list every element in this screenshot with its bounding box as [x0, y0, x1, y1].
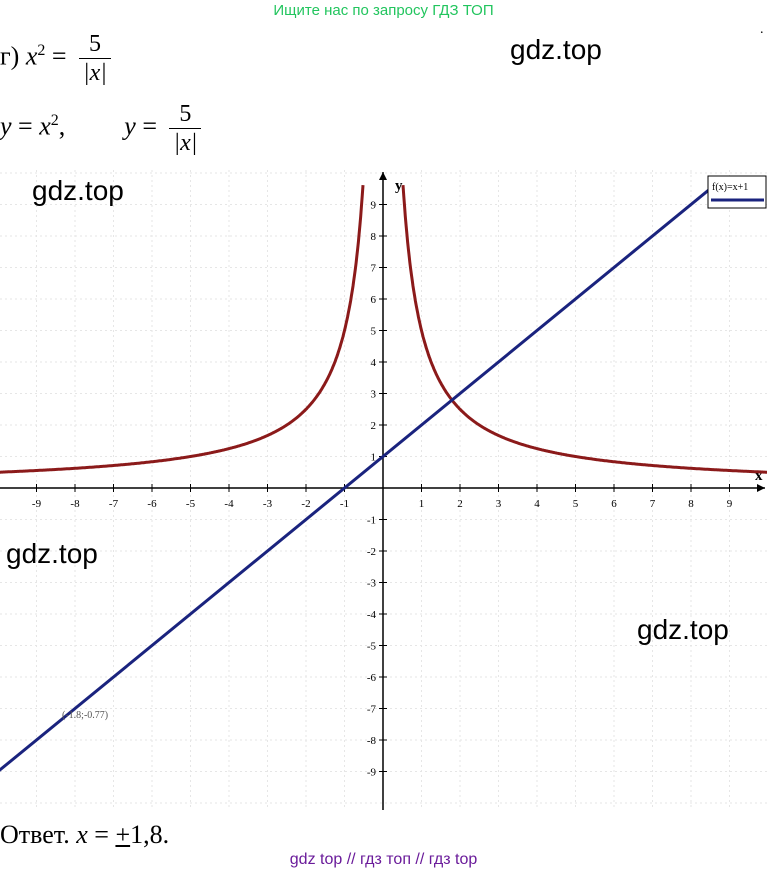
eq2-y1: y [0, 111, 12, 141]
eq2-exp: 2 [50, 111, 59, 129]
y-tick-label: -1 [367, 515, 376, 527]
x-tick-label: 3 [496, 498, 502, 510]
y-tick-label: -4 [367, 609, 377, 621]
axes: xy [0, 172, 765, 810]
legend-box [707, 175, 767, 209]
y-tick-label: 9 [371, 200, 377, 212]
eq2-x: x [39, 111, 51, 141]
eq1-exp: 2 [37, 41, 46, 59]
x-tick-label: -8 [70, 498, 80, 510]
x-axis-label: x [755, 468, 763, 484]
eq1-denominator: |x| [79, 58, 111, 87]
answer-line: Ответ. x = +1,8. [0, 820, 169, 850]
x-tick-label: -7 [109, 498, 119, 510]
eq2-comma: , [58, 111, 66, 141]
eq1-var: x [25, 41, 38, 71]
y-tick-label: -2 [367, 546, 376, 558]
x-tick-label: 8 [688, 498, 694, 510]
answer-value: 1,8. [130, 820, 170, 849]
tick-marks: -9 -8 -7 -6 -5 -4 -3 -2 -1 1 2 3 4 5 6 7 8 9 -9 -8 -7 -6 -5 -4 -… [32, 200, 733, 779]
item-label: г) [0, 41, 20, 71]
equation-2: y = x2, y = 5 |x| [0, 100, 202, 157]
y-tick-label: 1 [371, 452, 377, 464]
answer-equals: = [94, 820, 109, 849]
x-tick-label: 2 [457, 498, 463, 510]
x-tick-label: 4 [534, 498, 540, 510]
y-tick-label: 6 [371, 294, 377, 306]
footer-links[interactable]: gdz top // гдз топ // гдз top [289, 851, 478, 868]
legend-label: f(x)=x+1 [712, 182, 748, 193]
x-tick-label: -1 [340, 498, 349, 510]
y-tick-label: 5 [371, 326, 377, 338]
eq1-fraction: 5 |x| [79, 30, 111, 87]
eq2-equals-2: = [142, 111, 157, 141]
watermark-4: gdz.top [637, 614, 729, 645]
line-x-plus-1 [0, 181, 719, 772]
dot-mark: . [760, 22, 764, 37]
answer-var: x [76, 820, 88, 849]
x-tick-label: -9 [32, 498, 42, 510]
eq2-fraction: 5 |x| [169, 100, 202, 157]
x-tick-label: -2 [301, 498, 310, 510]
eq2-equals-1: = [18, 111, 33, 141]
x-tick-label: 7 [650, 498, 656, 510]
eq2-numerator: 5 [179, 101, 192, 127]
x-tick-label: 1 [419, 498, 425, 510]
x-tick-label: 6 [611, 498, 617, 510]
x-tick-label: -6 [147, 498, 157, 510]
watermark-2: gdz.top [32, 175, 124, 206]
hyperbola-right-branch [401, 184, 767, 474]
y-tick-label: -3 [367, 578, 377, 590]
y-tick-label: -7 [367, 704, 377, 716]
y-tick-label: -9 [367, 767, 377, 779]
y-tick-label: 8 [371, 231, 377, 243]
x-tick-label: -3 [263, 498, 273, 510]
eq2-y2: y [124, 111, 136, 141]
x-tick-label: 9 [727, 498, 733, 510]
y-tick-label: 7 [371, 263, 377, 275]
eq1-equals: = [51, 41, 67, 71]
curves: (-1.8;-0.77) [0, 181, 767, 772]
y-tick-label: 3 [371, 389, 377, 401]
answer-prefix: Ответ. [0, 820, 70, 849]
legend: f(x)=x+1 [707, 175, 767, 209]
x-tick-label: 5 [573, 498, 579, 510]
x-tick-label: -4 [224, 498, 234, 510]
function-graph: xy -9 -8 -7 -6 -5 -4 -3 -2 -1 1 2 3 4 5 6 7 8 9-9-8-7-6-5… [0, 170, 767, 810]
eq1-numerator: 5 [88, 31, 101, 57]
y-tick-label: 2 [371, 420, 377, 432]
y-tick-label: -8 [367, 735, 377, 747]
y-tick-label: -6 [367, 672, 377, 684]
intersection-annotation: (-1.8;-0.77) [62, 710, 108, 721]
eq2-denominator: |x| [169, 128, 202, 157]
x-axis-arrow [757, 484, 765, 492]
y-tick-label: 4 [371, 357, 377, 369]
watermark-3: gdz.top [6, 538, 98, 569]
hyperbola-left-branch [0, 184, 365, 474]
answer-plus-minus: + [115, 820, 131, 849]
equation-1: г) x2 = 5 |x| [0, 30, 111, 87]
y-tick-label: -5 [367, 641, 377, 653]
search-banner[interactable]: Ищите нас по запросу ГДЗ ТОП [273, 2, 494, 19]
y-axis-arrow [379, 172, 387, 180]
y-axis-label: y [395, 178, 403, 194]
x-tick-label: -5 [186, 498, 196, 510]
watermark-1: gdz.top [510, 34, 602, 65]
